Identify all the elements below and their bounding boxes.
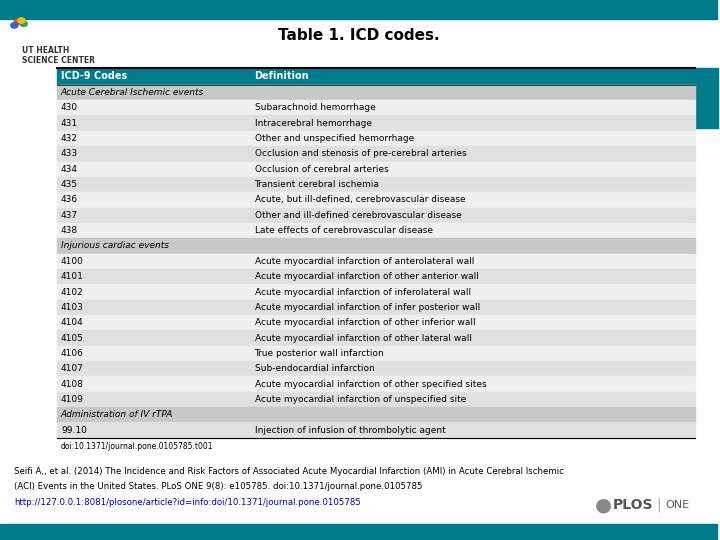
Bar xyxy=(58,223,696,238)
Text: 435: 435 xyxy=(61,180,78,189)
Text: ICD-9 Codes: ICD-9 Codes xyxy=(61,71,127,81)
Circle shape xyxy=(14,19,22,24)
Bar xyxy=(58,392,696,407)
Text: UT HEALTH
SCIENCE CENTER: UT HEALTH SCIENCE CENTER xyxy=(22,46,94,65)
Text: Seifi A,, et al. (2014) The Incidence and Risk Factors of Associated Acute Myoca: Seifi A,, et al. (2014) The Incidence an… xyxy=(14,467,564,476)
Bar xyxy=(696,68,719,128)
Bar xyxy=(58,85,696,100)
Bar xyxy=(58,192,696,207)
Text: True posterior wall infarction: True posterior wall infarction xyxy=(255,349,384,358)
Bar xyxy=(58,161,696,177)
Bar xyxy=(58,100,696,116)
Bar xyxy=(58,116,696,131)
Text: 4101: 4101 xyxy=(61,272,84,281)
Text: 4104: 4104 xyxy=(61,318,84,327)
Text: Administration of IV rTPA: Administration of IV rTPA xyxy=(61,410,174,419)
Bar xyxy=(58,361,696,376)
Bar xyxy=(58,177,696,192)
Bar xyxy=(58,269,696,285)
Text: Acute myocardial infarction of other anterior wall: Acute myocardial infarction of other ant… xyxy=(255,272,478,281)
Bar xyxy=(58,285,696,300)
Bar xyxy=(0,524,717,540)
Bar xyxy=(58,330,696,346)
Text: |: | xyxy=(656,498,661,512)
Text: Acute myocardial infarction of other lateral wall: Acute myocardial infarction of other lat… xyxy=(255,334,472,342)
Text: 430: 430 xyxy=(61,103,78,112)
Text: ●: ● xyxy=(595,495,612,515)
Text: Acute Cerebral Ischemic events: Acute Cerebral Ischemic events xyxy=(61,88,204,97)
Text: 4108: 4108 xyxy=(61,380,84,389)
Text: Occlusion of cerebral arteries: Occlusion of cerebral arteries xyxy=(255,165,388,174)
Text: 4107: 4107 xyxy=(61,364,84,373)
Text: Acute myocardial infarction of infer posterior wall: Acute myocardial infarction of infer pos… xyxy=(255,303,480,312)
Text: Acute myocardial infarction of inferolateral wall: Acute myocardial infarction of inferolat… xyxy=(255,287,471,296)
Text: PLOS: PLOS xyxy=(613,498,654,512)
Text: Occlusion and stenosis of pre-cerebral arteries: Occlusion and stenosis of pre-cerebral a… xyxy=(255,150,466,158)
Text: ONE: ONE xyxy=(665,500,690,510)
Bar xyxy=(58,315,696,330)
Circle shape xyxy=(11,23,18,28)
Text: 4105: 4105 xyxy=(61,334,84,342)
Bar xyxy=(58,146,696,161)
Text: 433: 433 xyxy=(61,150,78,158)
Text: http://127.0.0.1:8081/plosone/article?id=info:doi/10.1371/journal.pone.0105785: http://127.0.0.1:8081/plosone/article?id… xyxy=(14,498,361,508)
Bar xyxy=(58,346,696,361)
Text: 432: 432 xyxy=(61,134,78,143)
Text: Acute myocardial infarction of unspecified site: Acute myocardial infarction of unspecifi… xyxy=(255,395,466,404)
Text: 99.10: 99.10 xyxy=(61,426,87,435)
Text: 437: 437 xyxy=(61,211,78,220)
Text: Acute, but ill-defined, cerebrovascular disease: Acute, but ill-defined, cerebrovascular … xyxy=(255,195,465,205)
Text: Acute myocardial infarction of other specified sites: Acute myocardial infarction of other spe… xyxy=(255,380,486,389)
Text: Definition: Definition xyxy=(255,71,309,81)
Text: Sub-endocardial infarction: Sub-endocardial infarction xyxy=(255,364,374,373)
Bar xyxy=(58,407,696,422)
Text: 4103: 4103 xyxy=(61,303,84,312)
Text: 434: 434 xyxy=(61,165,78,174)
Text: Acute myocardial infarction of other inferior wall: Acute myocardial infarction of other inf… xyxy=(255,318,475,327)
Text: Other and ill-defined cerebrovascular disease: Other and ill-defined cerebrovascular di… xyxy=(255,211,462,220)
Bar xyxy=(58,238,696,254)
Text: 4102: 4102 xyxy=(61,287,84,296)
Text: Late effects of cerebrovascular disease: Late effects of cerebrovascular disease xyxy=(255,226,433,235)
Text: doi:10.1371/journal.pone.0105785.t001: doi:10.1371/journal.pone.0105785.t001 xyxy=(61,442,213,451)
Bar xyxy=(58,422,696,438)
Text: Other and unspecified hemorrhage: Other and unspecified hemorrhage xyxy=(255,134,414,143)
Text: 4109: 4109 xyxy=(61,395,84,404)
Circle shape xyxy=(20,21,27,26)
Bar xyxy=(58,68,696,85)
Text: Intracerebral hemorrhage: Intracerebral hemorrhage xyxy=(255,119,372,127)
Text: Injurious cardiac events: Injurious cardiac events xyxy=(61,241,169,251)
Bar xyxy=(58,131,696,146)
Text: 4106: 4106 xyxy=(61,349,84,358)
Text: Transient cerebral ischemia: Transient cerebral ischemia xyxy=(255,180,379,189)
Bar xyxy=(0,0,717,19)
Text: Injection of infusion of thrombolytic agent: Injection of infusion of thrombolytic ag… xyxy=(255,426,445,435)
Text: (ACI) Events in the United States. PLoS ONE 9(8): e105785. doi:10.1371/journal.p: (ACI) Events in the United States. PLoS … xyxy=(14,482,423,491)
Bar xyxy=(58,300,696,315)
Text: Table 1. ICD codes.: Table 1. ICD codes. xyxy=(278,28,439,43)
Bar xyxy=(58,254,696,269)
Text: Acute myocardial infarction of anterolateral wall: Acute myocardial infarction of anterolat… xyxy=(255,257,474,266)
Circle shape xyxy=(18,18,25,23)
Text: 438: 438 xyxy=(61,226,78,235)
Text: Subarachnoid hemorrhage: Subarachnoid hemorrhage xyxy=(255,103,375,112)
Text: 436: 436 xyxy=(61,195,78,205)
Bar xyxy=(58,376,696,392)
Text: 431: 431 xyxy=(61,119,78,127)
Bar xyxy=(58,207,696,223)
Text: 4100: 4100 xyxy=(61,257,84,266)
